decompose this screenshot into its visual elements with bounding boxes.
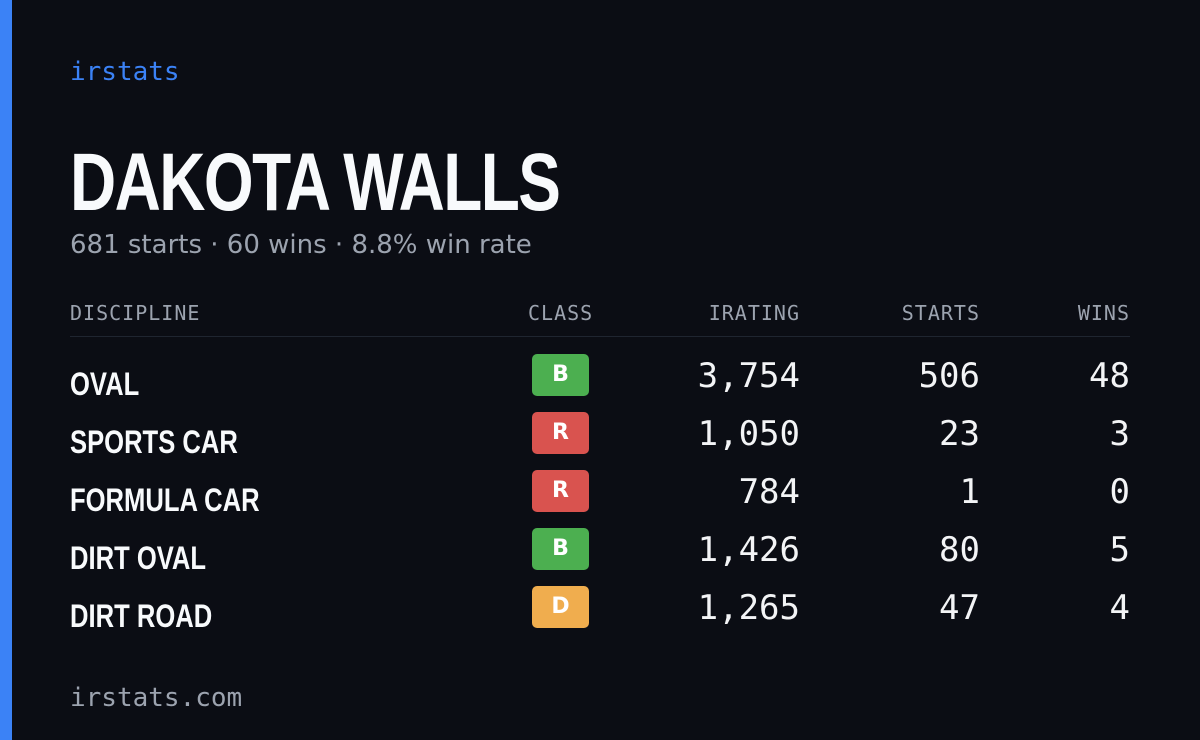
table-row: SPORTS CAR R 1,050 23 3 [70,412,1130,470]
class-badge: R [532,470,589,512]
header-wins: WINS [1077,301,1130,325]
discipline-name: SPORTS CAR [70,424,238,460]
starts-value: 506 [918,356,980,396]
class-badge: R [532,412,589,454]
table-header: DISCIPLINE CLASS IRATING STARTS WINS [70,298,1130,337]
discipline-name: OVAL [70,366,140,402]
class-badge: B [532,528,589,570]
irating-value: 1,426 [697,530,800,570]
header-discipline: DISCIPLINE [70,301,201,325]
irating-value: 784 [738,472,800,512]
starts-value: 80 [939,530,980,570]
wins-value: 0 [1109,472,1130,512]
table-row: DIRT ROAD D 1,265 47 4 [70,586,1130,644]
wins-value: 4 [1109,588,1130,628]
discipline-name: DIRT ROAD [70,598,213,634]
driver-name: DAKOTA WALLS [70,137,561,228]
starts-value: 23 [939,414,980,454]
header-class: CLASS [528,301,594,325]
wins-value: 48 [1089,356,1130,396]
header-irating: IRATING [708,301,800,325]
irating-value: 1,050 [697,414,800,454]
discipline-name: DIRT OVAL [70,540,207,576]
table-row: OVAL B 3,754 506 48 [70,354,1130,412]
table-row: FORMULA CAR R 784 1 0 [70,470,1130,528]
starts-value: 47 [939,588,980,628]
wins-value: 5 [1109,530,1130,570]
class-badge: D [532,586,589,628]
table-row: DIRT OVAL B 1,426 80 5 [70,528,1130,586]
discipline-name: FORMULA CAR [70,482,260,518]
irating-value: 1,265 [697,588,800,628]
wins-value: 3 [1109,414,1130,454]
footer-url[interactable]: irstats.com [70,683,243,713]
discipline-table: DISCIPLINE CLASS IRATING STARTS WINS OVA… [70,298,1130,644]
irating-value: 3,754 [697,356,800,396]
table-body: OVAL B 3,754 506 48 SPORTS CAR R 1,050 2… [70,354,1130,644]
header-starts: STARTS [901,301,980,325]
brand-logo[interactable]: irstats [70,57,180,87]
accent-bar [0,0,12,740]
driver-summary: 681 starts · 60 wins · 8.8% win rate [70,230,532,260]
class-badge: B [532,354,589,396]
starts-value: 1 [959,472,980,512]
